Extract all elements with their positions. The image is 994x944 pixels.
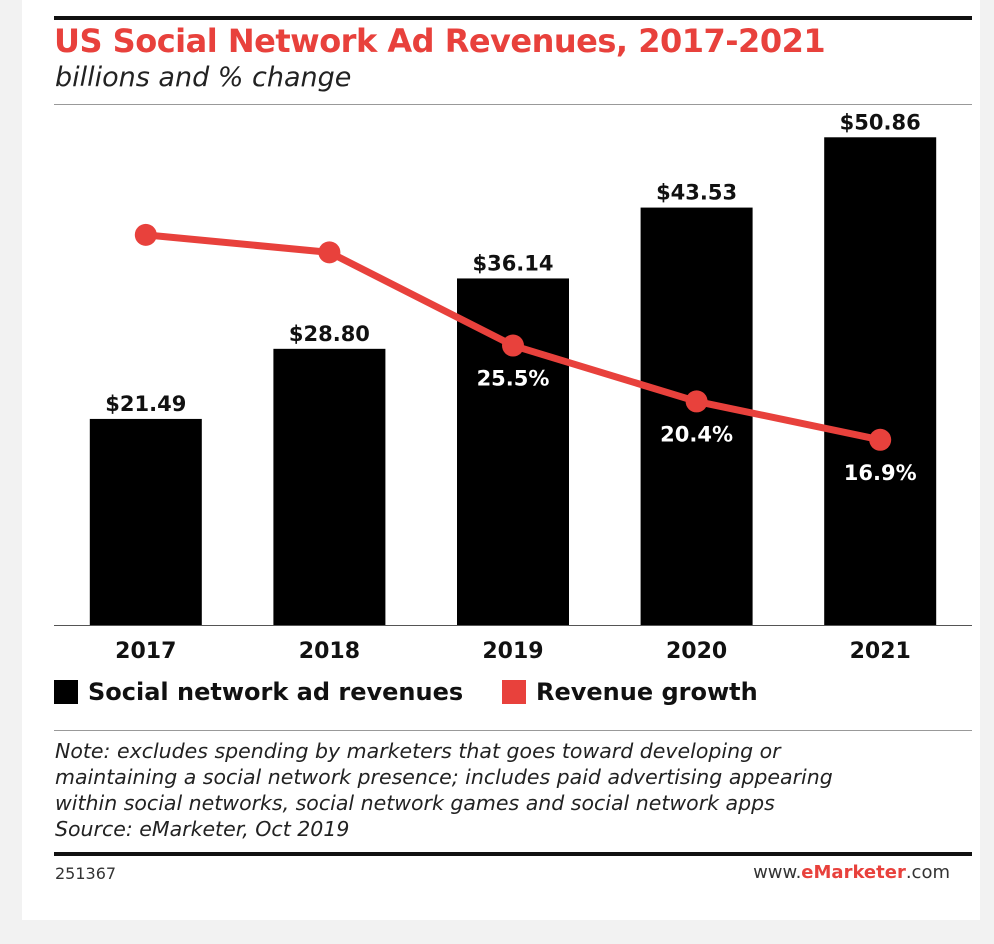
x-tick-label: 2018	[299, 639, 360, 664]
brand-link[interactable]: www.eMarketer.com	[753, 862, 950, 883]
x-tick-label: 2017	[115, 639, 176, 664]
legend-swatch-growth	[502, 680, 526, 704]
bar-value-label: $21.49	[105, 392, 186, 416]
legend-item-revenues: Social network ad revenues	[54, 678, 463, 706]
chart-title: US Social Network Ad Revenues, 2017-2021	[54, 22, 826, 60]
source-line: Source: eMarketer, Oct 2019	[55, 817, 350, 841]
growth-value-label: 16.9%	[844, 461, 917, 485]
bar-value-label: $43.53	[656, 181, 737, 205]
x-tick-label: 2019	[482, 639, 543, 664]
legend-item-growth: Revenue growth	[502, 678, 758, 706]
growth-point	[685, 390, 708, 413]
note-line: within social networks, social network g…	[55, 791, 775, 815]
growth-value-label: 34.0%	[293, 273, 366, 297]
legend-label-revenues: Social network ad revenues	[88, 678, 464, 706]
brand-prefix: www.	[753, 862, 802, 883]
chart-note: Note: excludes spending by marketers tha…	[55, 738, 975, 842]
legend-swatch-revenues	[54, 680, 78, 704]
x-tick-label: 2021	[850, 639, 911, 664]
chart-plot: $21.49 $28.80 $36.14 $43.53 $50.86 2017 2018 20…	[54, 110, 972, 664]
bar	[824, 137, 937, 625]
growth-point	[869, 428, 892, 451]
bar-value-label: $36.14	[472, 251, 553, 275]
top-rule	[54, 16, 972, 20]
bar	[640, 207, 753, 625]
growth-point	[502, 334, 524, 357]
chart-subtitle: billions and % change	[55, 62, 352, 93]
bottom-rule	[54, 852, 972, 856]
brand-suffix: .com	[905, 862, 950, 883]
note-divider	[54, 730, 972, 731]
bar	[457, 278, 569, 625]
brand-accent: eMarketer	[801, 862, 906, 883]
growth-value-label: 20.4%	[660, 422, 733, 446]
growth-value-label: 35.6%	[109, 256, 182, 280]
note-line: maintaining a social network presence; i…	[55, 765, 833, 789]
bar-value-label: $50.86	[840, 110, 921, 134]
legend-label-growth: Revenue growth	[536, 678, 758, 706]
chart-card: US Social Network Ad Revenues, 2017-2021…	[22, 0, 980, 920]
note-line: Note: excludes spending by marketers tha…	[55, 739, 781, 763]
x-tick-label: 2020	[666, 639, 727, 664]
chart-id: 251367	[55, 864, 117, 883]
growth-point	[134, 223, 157, 246]
header-divider	[54, 104, 972, 105]
bar	[89, 418, 202, 625]
bar-value-label: $28.80	[289, 322, 370, 346]
growth-value-label: 25.5%	[477, 367, 550, 391]
growth-point	[318, 241, 341, 264]
bar	[273, 348, 386, 625]
